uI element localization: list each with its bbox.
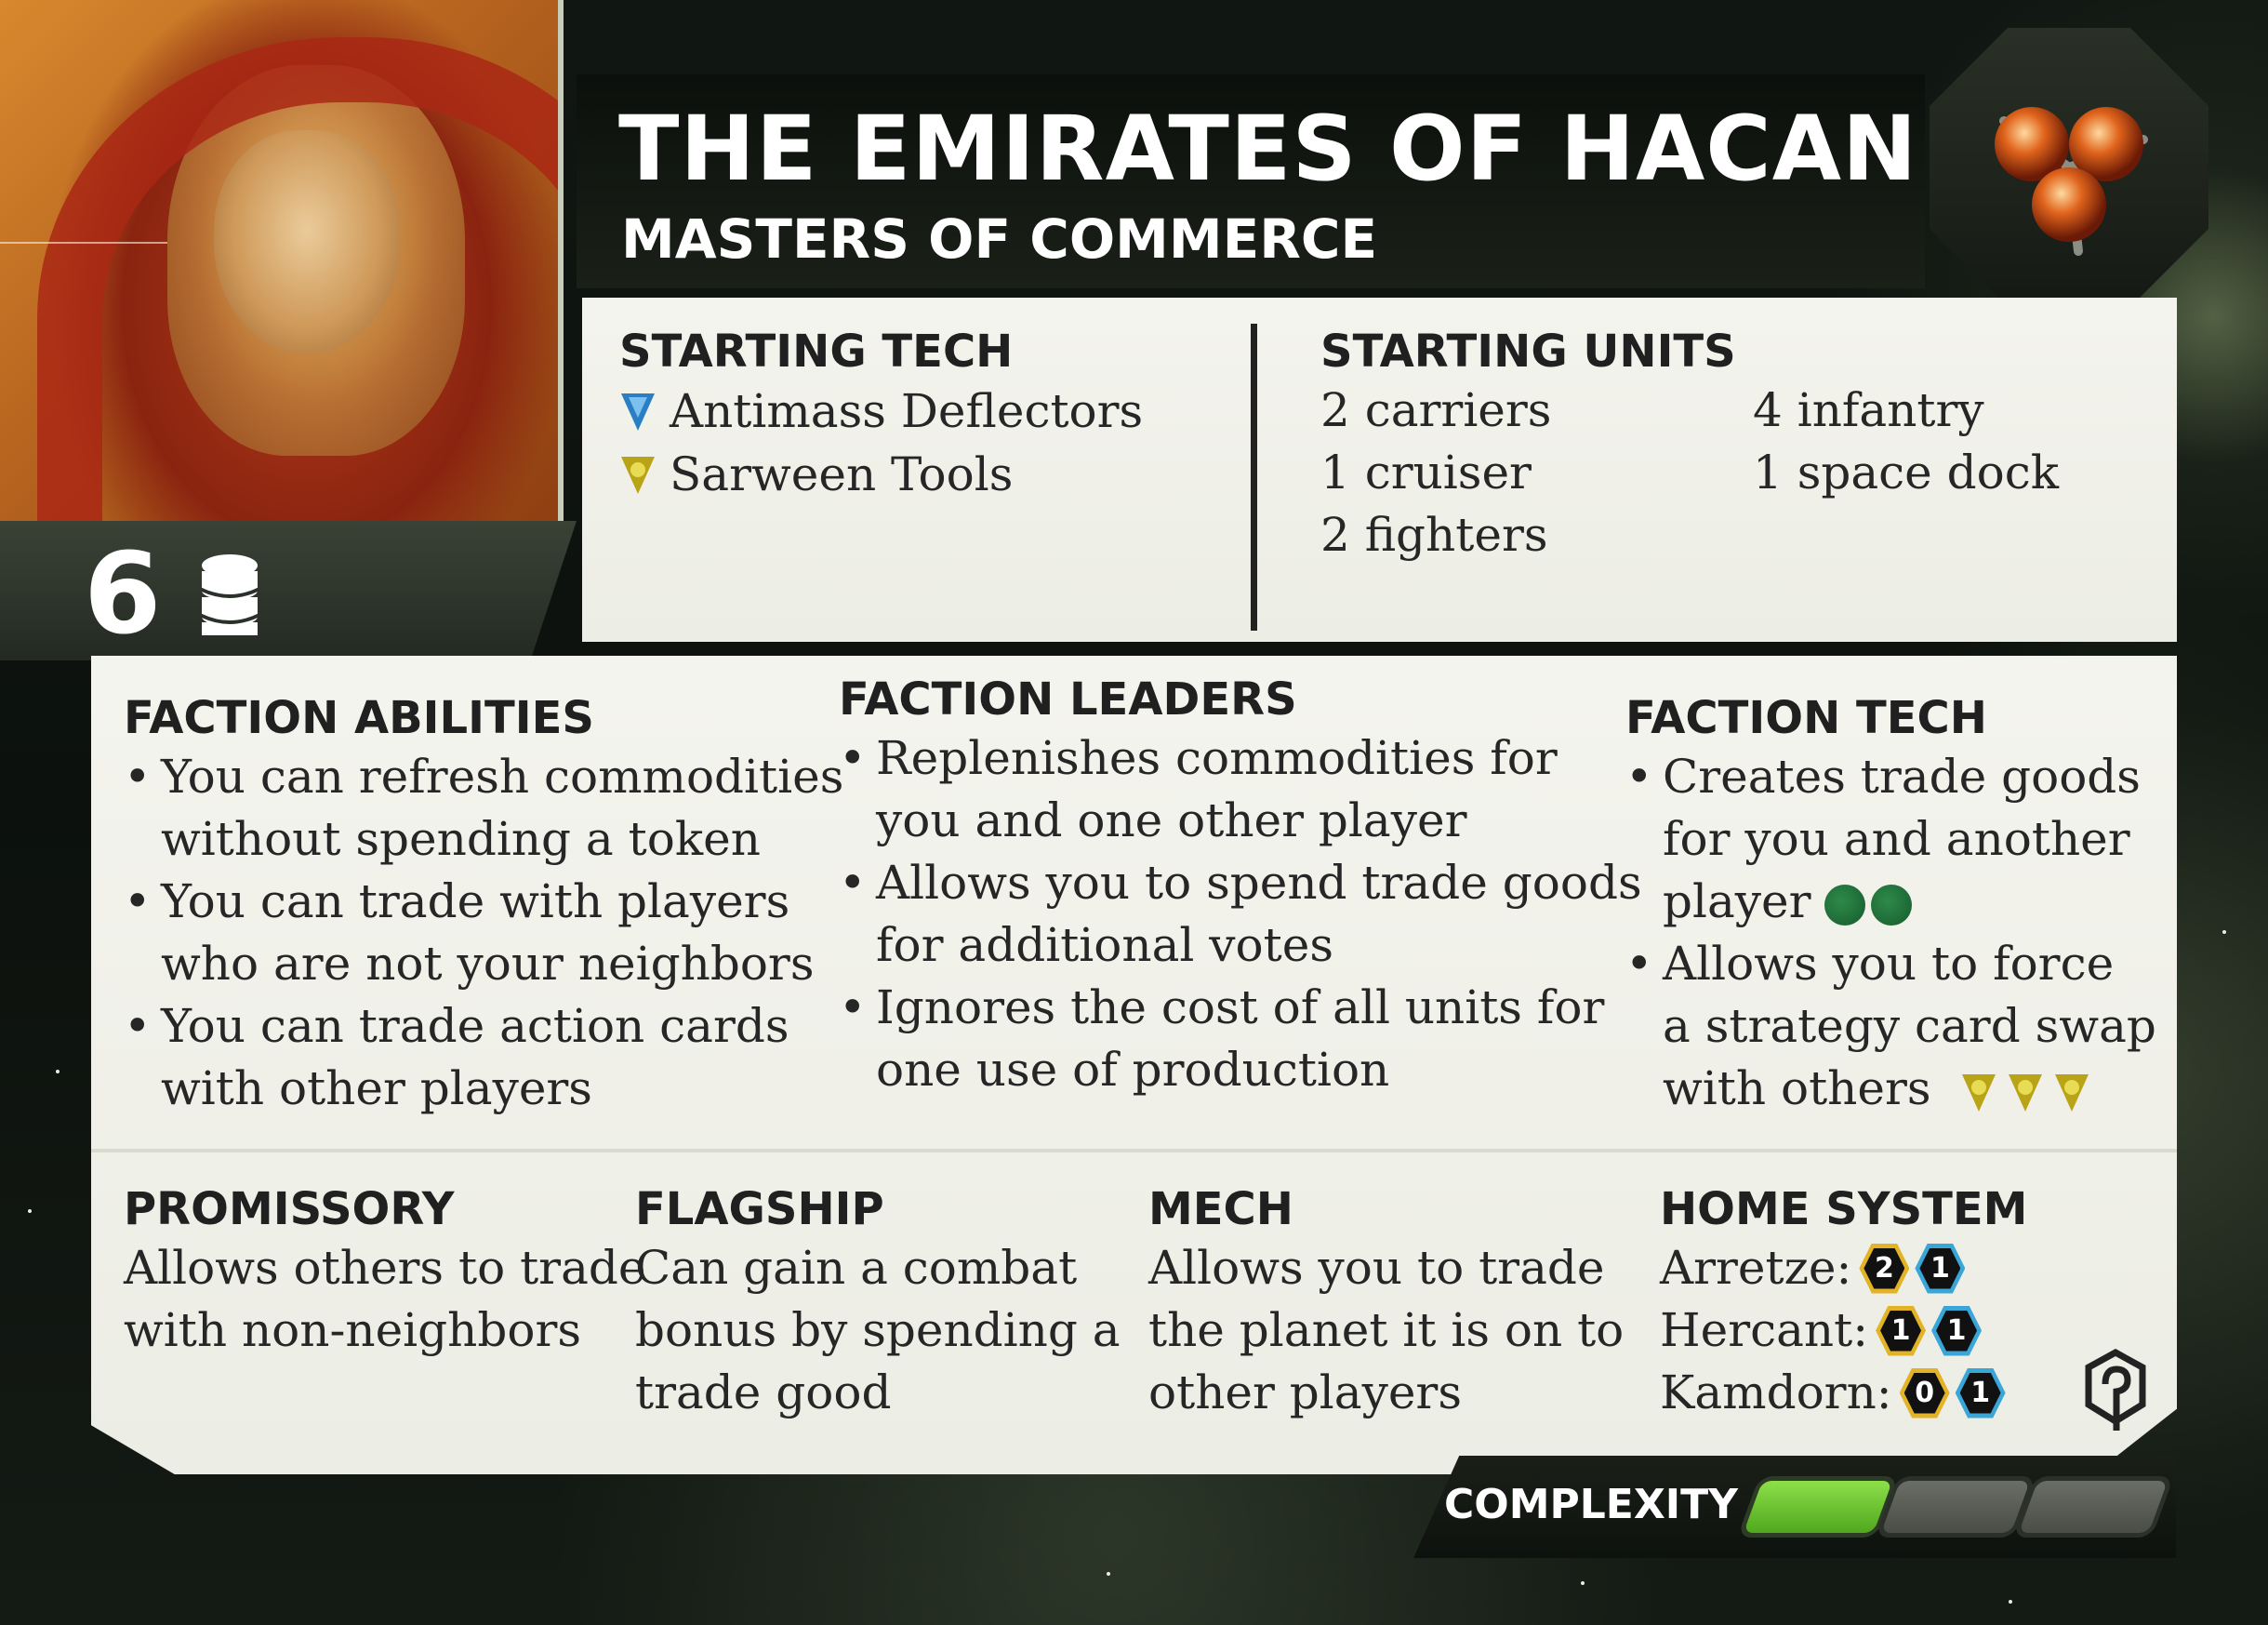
starting-units-heading: STARTING UNITS xyxy=(1320,326,1736,378)
faction-tech-heading: FACTION TECH xyxy=(1625,692,1987,744)
planet-row: Hercant: 1 1 xyxy=(1660,1299,2027,1362)
flagship-text: Can gain a combat xyxy=(635,1241,1078,1295)
resource-value-icon: 0 xyxy=(1899,1367,1950,1419)
faction-tech-section: FACTION TECH Creates trade goods for you… xyxy=(1625,690,2156,1120)
faction-leaders-heading: FACTION LEADERS xyxy=(839,673,1297,726)
faction-tech-item: Allows you to force a strategy card swap… xyxy=(1625,933,2156,1120)
complexity-pip xyxy=(2018,1481,2169,1533)
faction-tech-item: Creates trade goods for you and another … xyxy=(1625,746,2156,933)
commodity-stack-icon xyxy=(201,554,259,635)
star xyxy=(28,1209,32,1213)
commodity-panel xyxy=(0,521,577,660)
flagship-text: trade good xyxy=(635,1365,892,1419)
unit-entry: 1 cruiser xyxy=(1320,446,1532,499)
planet-row: Arretze: 2 1 xyxy=(1660,1237,2027,1299)
faction-leaders-section: FACTION LEADERS Replenishes commodities … xyxy=(839,672,1642,1101)
mech-heading: MECH xyxy=(1148,1183,1293,1235)
mech-text: the planet it is on to xyxy=(1148,1303,1625,1357)
star xyxy=(2222,930,2226,934)
hacan-faction-symbol-icon xyxy=(1995,107,2148,256)
flagship-text: bonus by spending a xyxy=(635,1303,1121,1357)
mech-section: MECH Allows you to trade the planet it i… xyxy=(1148,1181,1624,1424)
unit-entry: 2 fighters xyxy=(1320,508,1548,562)
star xyxy=(1581,1581,1585,1585)
complexity-pip xyxy=(1880,1481,2031,1533)
commodity-count: 6 xyxy=(84,530,162,659)
starting-units-section: STARTING UNITS 2 carriers 1 cruiser 2 fi… xyxy=(1320,324,2088,566)
resource-value-icon: 1 xyxy=(1876,1305,1927,1356)
biotic-tech-icon xyxy=(1824,885,1865,926)
faction-subtitle: MASTERS OF COMMERCE xyxy=(621,207,1378,271)
tech-item: Antimass Deflectors xyxy=(619,380,1143,443)
unit-entry: 2 carriers xyxy=(1320,383,1552,437)
biotic-prereq-icons xyxy=(1824,885,1912,926)
promissory-section: PROMISSORY Allows others to trade with n… xyxy=(124,1181,645,1362)
title-bar xyxy=(577,74,1925,288)
promissory-heading: PROMISSORY xyxy=(124,1183,455,1235)
horizontal-divider xyxy=(91,1149,2177,1152)
planet-row: Kamdorn: 0 1 xyxy=(1660,1362,2027,1424)
biotic-tech-icon xyxy=(1870,885,1912,926)
cybernetic-tech-icon xyxy=(1962,1074,1996,1112)
home-system-section: HOME SYSTEM Arretze: 2 1 Hercant: 1 1 Ka… xyxy=(1660,1181,2027,1424)
propulsion-tech-icon xyxy=(621,393,655,431)
influence-value-icon: 1 xyxy=(1915,1243,1966,1294)
complexity-label: COMPLEXITY xyxy=(1444,1481,1738,1528)
vertical-divider xyxy=(1251,324,1257,631)
faction-portrait xyxy=(0,0,564,543)
faction-abilities-section: FACTION ABILITIES You can refresh commod… xyxy=(124,690,843,1120)
star xyxy=(2009,1600,2012,1604)
starting-tech-section: STARTING TECH Antimass Deflectors Sarwee… xyxy=(619,324,1143,506)
cybernetic-tech-icon xyxy=(2009,1074,2043,1112)
mech-text: Allows you to trade xyxy=(1148,1241,1605,1295)
influence-value-icon: 1 xyxy=(1955,1367,2006,1419)
unit-entry: 1 space dock xyxy=(1753,446,2060,499)
complexity-pip xyxy=(1743,1481,1893,1533)
resource-value-icon: 2 xyxy=(1859,1243,1910,1294)
tech-item: Sarween Tools xyxy=(619,443,1143,506)
starting-tech-heading: STARTING TECH xyxy=(619,326,1014,378)
top-info-panel xyxy=(582,298,2177,642)
cybernetic-tech-icon xyxy=(2055,1074,2089,1112)
tech-name: Sarween Tools xyxy=(670,447,1014,501)
flagship-section: FLAGSHIP Can gain a combat bonus by spen… xyxy=(635,1181,1121,1424)
faction-abilities-heading: FACTION ABILITIES xyxy=(124,692,594,744)
unit-entry: 4 infantry xyxy=(1753,383,1984,437)
mech-text: other players xyxy=(1148,1365,1462,1419)
tech-name: Antimass Deflectors xyxy=(670,384,1144,438)
promissory-text: with non-neighbors xyxy=(124,1303,582,1357)
faction-name: THE EMIRATES OF HACAN xyxy=(618,97,1918,201)
faction-symbol-frame xyxy=(1930,28,2208,307)
home-system-heading: HOME SYSTEM xyxy=(1660,1183,2028,1235)
influence-value-icon: 1 xyxy=(1931,1305,1983,1356)
cybernetic-tech-icon xyxy=(621,457,655,494)
flagship-heading: FLAGSHIP xyxy=(635,1183,884,1235)
home-system-icon xyxy=(2085,1349,2146,1431)
star xyxy=(56,1070,60,1073)
promissory-text: Allows others to trade xyxy=(124,1241,646,1295)
star xyxy=(1107,1572,1110,1576)
